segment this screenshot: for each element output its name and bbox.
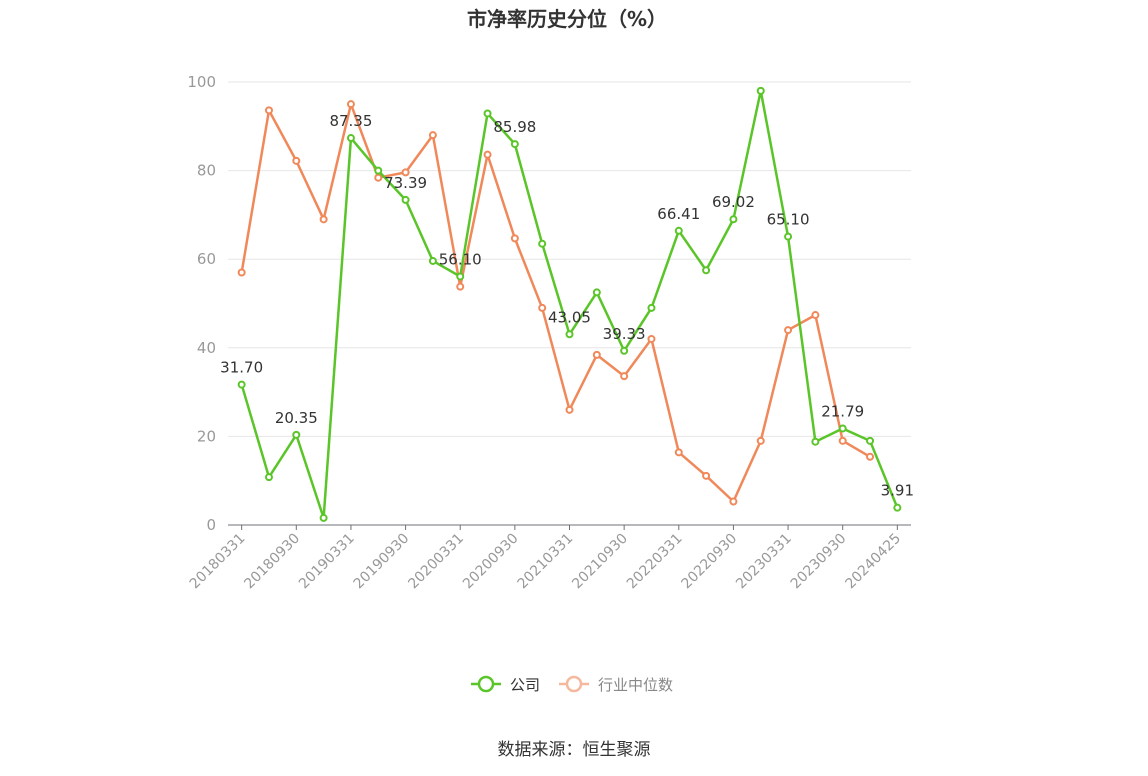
legend: 公司 行业中位数: [471, 675, 673, 694]
data-label: 85.98: [493, 118, 536, 136]
data-point[interactable]: [592, 350, 601, 359]
legend-label: 行业中位数: [598, 676, 673, 694]
data-point[interactable]: [702, 266, 711, 275]
data-point[interactable]: [729, 215, 738, 224]
y-tick-label: 40: [197, 339, 216, 357]
x-tick-label: 20220930: [679, 531, 741, 593]
legend-item-company[interactable]: 公司: [471, 675, 540, 694]
x-tick-label: 20190930: [351, 531, 413, 593]
data-point[interactable]: [811, 437, 820, 446]
y-tick-label: 100: [187, 73, 216, 91]
data-point[interactable]: [674, 448, 683, 457]
legend-swatch-marker: [477, 675, 495, 693]
x-tick-label: 20210930: [569, 531, 631, 593]
data-label: 3.91: [881, 482, 914, 500]
data-label: 69.02: [712, 193, 755, 211]
x-tick-label: 20230331: [733, 531, 795, 593]
series-company: [237, 86, 902, 522]
series-layer: [237, 86, 902, 522]
data-point[interactable]: [538, 239, 547, 248]
data-point[interactable]: [319, 513, 328, 522]
data-point[interactable]: [456, 272, 465, 281]
y-tick-label: 60: [197, 250, 216, 268]
data-point[interactable]: [456, 282, 465, 291]
data-point[interactable]: [237, 380, 246, 389]
data-label: 56.10: [439, 250, 482, 268]
data-point[interactable]: [401, 168, 410, 177]
data-point[interactable]: [401, 195, 410, 204]
data-label: 43.05: [548, 308, 591, 326]
x-tick-label: 20180930: [241, 531, 303, 593]
y-tick-label: 20: [197, 427, 216, 445]
data-point[interactable]: [264, 106, 273, 115]
x-tick-label: 20220331: [624, 531, 686, 593]
data-point[interactable]: [756, 86, 765, 95]
data-point[interactable]: [264, 473, 273, 482]
data-point[interactable]: [483, 150, 492, 159]
data-point[interactable]: [510, 140, 519, 149]
data-point[interactable]: [784, 232, 793, 241]
data-point[interactable]: [346, 100, 355, 109]
data-point[interactable]: [893, 503, 902, 512]
x-tick-label: 20180331: [187, 531, 249, 593]
data-label: 20.35: [275, 409, 318, 427]
data-point[interactable]: [483, 109, 492, 118]
data-point[interactable]: [620, 372, 629, 381]
data-label: 39.33: [603, 325, 646, 343]
data-point[interactable]: [292, 430, 301, 439]
data-point[interactable]: [674, 226, 683, 235]
x-tick-label: 20210331: [515, 531, 577, 593]
data-point[interactable]: [811, 311, 820, 320]
x-tick-label: 20230930: [788, 531, 850, 593]
data-point[interactable]: [510, 234, 519, 243]
data-point[interactable]: [592, 288, 601, 297]
data-point[interactable]: [292, 156, 301, 165]
data-label: 73.39: [384, 174, 427, 192]
data-label: 66.41: [657, 205, 700, 223]
data-label: 31.70: [220, 359, 263, 377]
data-point[interactable]: [346, 134, 355, 143]
data-point[interactable]: [838, 436, 847, 445]
data-source: 数据来源：恒生聚源: [498, 740, 651, 760]
data-label: 65.10: [767, 211, 810, 229]
x-tick-label: 20200331: [405, 531, 467, 593]
chart-title: 市净率历史分位（%）: [467, 7, 667, 31]
data-point[interactable]: [374, 166, 383, 175]
data-point[interactable]: [756, 436, 765, 445]
x-tick-label: 20190331: [296, 531, 358, 593]
data-point[interactable]: [620, 346, 629, 355]
legend-swatch-marker: [565, 675, 583, 693]
data-point[interactable]: [729, 497, 738, 506]
data-point[interactable]: [374, 173, 383, 182]
data-point[interactable]: [702, 471, 711, 480]
data-point[interactable]: [565, 405, 574, 414]
data-point[interactable]: [538, 303, 547, 312]
x-tick-label: 20240425: [842, 531, 904, 593]
legend-label: 公司: [510, 676, 540, 694]
data-point[interactable]: [647, 334, 656, 343]
series-industry-median: [237, 100, 875, 506]
data-point[interactable]: [838, 424, 847, 433]
data-label: 21.79: [821, 402, 864, 420]
data-point[interactable]: [784, 326, 793, 335]
data-point[interactable]: [866, 452, 875, 461]
data-point[interactable]: [428, 131, 437, 140]
data-point[interactable]: [428, 256, 437, 265]
data-point[interactable]: [237, 268, 246, 277]
data-labels: 31.70 20.35 87.35 73.39 56.10 85.98 43.05 39.33…: [220, 112, 914, 500]
data-label: 87.35: [329, 112, 372, 130]
data-point[interactable]: [319, 215, 328, 224]
y-tick-label: 80: [197, 162, 216, 180]
data-point[interactable]: [866, 436, 875, 445]
data-point[interactable]: [565, 330, 574, 339]
legend-item-industry-median[interactable]: 行业中位数: [559, 675, 673, 694]
y-tick-label: 0: [206, 516, 216, 534]
data-point[interactable]: [647, 303, 656, 312]
series-line: [240, 102, 871, 503]
x-tick-label: 20200930: [460, 531, 522, 593]
